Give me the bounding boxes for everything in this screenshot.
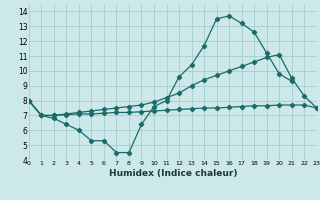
X-axis label: Humidex (Indice chaleur): Humidex (Indice chaleur) <box>108 169 237 178</box>
